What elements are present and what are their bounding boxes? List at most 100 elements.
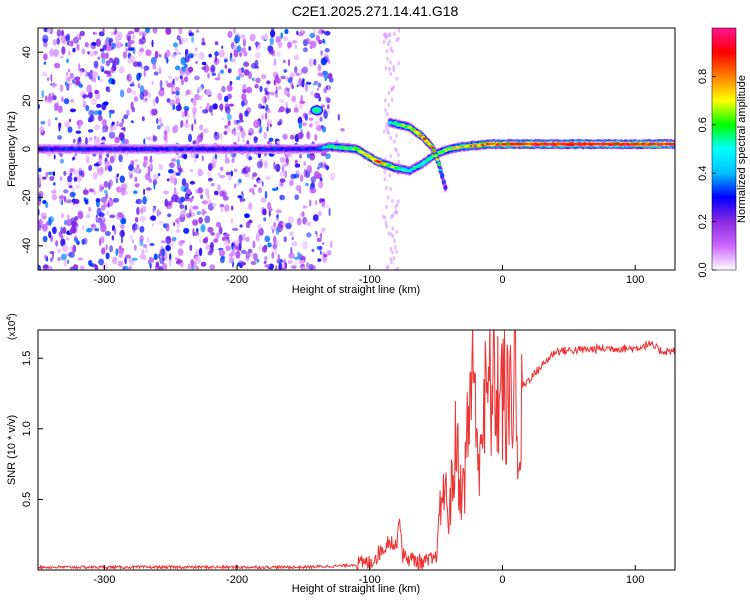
noise-speckle [388,173,392,178]
noise-speckle [274,75,280,83]
noise-speckle [108,131,116,139]
noise-speckle [323,87,328,94]
noise-speckle [309,123,313,128]
noise-speckle [299,154,302,159]
noise-speckle [237,122,240,130]
noise-speckle [214,153,218,160]
noise-speckle [93,77,96,83]
spectrogram-y-ticks: -40 -20 0 20 40 [21,46,43,254]
noise-speckle [125,254,131,259]
noise-speckle [174,94,180,99]
noise-speckle [323,110,328,119]
noise-speckle [131,81,135,87]
noise-speckle [299,174,304,182]
noise-speckle [93,163,100,167]
noise-speckle [259,85,263,93]
noise-speckle [130,120,134,124]
noise-speckle [140,37,147,44]
noise-speckle [241,191,244,195]
noise-speckle [66,259,70,265]
snr-y-label: SNR (10 * v/v) [6,415,18,485]
noise-speckle [132,190,138,195]
noise-speckle [51,92,54,96]
noise-speckle [175,217,180,225]
noise-speckle [278,98,286,104]
noise-speckle [103,190,108,194]
noise-speckle [173,170,177,176]
noise-speckle [397,159,401,164]
noise-speckle [261,181,264,187]
noise-speckle [149,158,153,163]
noise-speckle [386,56,389,62]
noise-speckle [262,208,267,216]
noise-speckle [286,158,289,166]
noise-speckle [73,36,79,44]
noise-speckle [269,49,274,55]
noise-speckle [305,182,309,187]
noise-speckle [88,137,92,143]
noise-speckle [198,51,205,61]
noise-speckle [175,104,182,112]
noise-speckle [265,176,271,180]
noise-speckle [42,235,48,243]
noise-speckle [191,123,194,132]
noise-speckle [320,57,327,66]
noise-speckle [58,195,65,200]
noise-speckle [285,222,292,230]
noise-speckle [176,259,183,264]
noise-speckle [52,171,56,177]
noise-speckle [113,153,116,162]
noise-speckle [220,69,224,74]
noise-speckle [169,258,172,268]
noise-speckle [260,34,266,41]
noise-speckle [385,33,389,38]
noise-speckle [237,262,242,267]
noise-speckle [391,198,394,204]
noise-speckle [326,104,330,110]
noise-speckle [156,125,161,130]
noise-speckle [67,126,73,133]
noise-speckle [268,137,274,142]
noise-speckle [39,125,44,133]
noise-speckle [166,82,173,88]
ridge-cell [430,146,435,149]
noise-speckle [46,28,52,33]
noise-speckle [299,100,306,105]
noise-speckle [389,186,393,192]
noise-speckle [181,66,187,72]
noise-speckle [52,251,54,260]
noise-speckle [394,146,397,152]
noise-speckle [90,76,94,82]
noise-speckle [245,251,251,259]
noise-speckle [238,67,243,75]
noise-speckle [233,28,236,35]
noise-speckle [199,105,203,110]
noise-speckle [384,108,387,113]
noise-speckle [67,180,73,187]
noise-speckle [161,248,166,257]
noise-speckle [174,76,180,81]
noise-speckle [208,198,211,205]
noise-speckle [207,163,213,171]
noise-speckle [157,208,160,217]
noise-speckle [64,81,68,86]
noise-speckle [294,163,301,168]
noise-speckle [308,58,314,67]
noise-speckle [107,165,113,172]
ridge-cell [443,186,448,190]
noise-speckle [225,245,231,252]
noise-speckle [42,38,48,44]
noise-speckle [69,172,73,177]
noise-speckle [131,160,135,167]
noise-speckle [42,176,47,180]
noise-speckle [257,228,263,235]
noise-speckle [201,208,206,216]
noise-speckle [50,257,53,262]
noise-speckle [323,205,330,209]
noise-speckle [94,137,101,146]
noise-speckle [146,237,150,243]
noise-speckle [150,108,157,117]
noise-speckle [62,226,67,235]
noise-speckle [287,59,291,67]
noise-speckle [283,90,289,96]
